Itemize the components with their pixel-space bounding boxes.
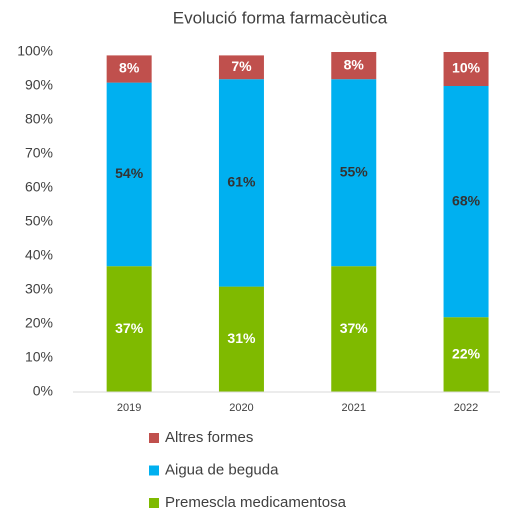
bar-segment [218,79,264,287]
bar-segment [106,55,152,83]
bar-segment [218,55,264,80]
legend-swatch [149,498,159,508]
y-tick-label: 60% [25,179,53,195]
y-tick-label: 100% [17,43,53,59]
data-label: 37% [340,320,369,336]
x-tick-label: 2022 [454,402,478,414]
x-tick-label: 2020 [229,402,253,414]
data-label: 55% [340,163,369,179]
data-label: 54% [115,165,144,181]
y-tick-label: 30% [25,281,53,297]
y-tick-label: 70% [25,145,53,161]
data-label: 61% [227,174,256,190]
legend-label: Aigua de beguda [165,461,279,478]
data-label: 7% [231,58,252,74]
bar-segment [443,86,489,318]
legend-label: Premescla medicamentosa [165,494,347,511]
legend-swatch [149,465,159,476]
y-tick-label: 80% [25,111,53,127]
chart-title: Evolució forma farmacèutica [173,8,388,27]
data-label: 31% [227,330,256,346]
data-label: 68% [452,192,481,208]
x-tick-label: 2019 [117,402,141,414]
data-label: 22% [452,345,481,361]
data-label: 10% [452,60,481,76]
y-tick-label: 50% [25,213,53,229]
y-tick-label: 90% [25,77,53,93]
data-label: 8% [119,60,140,76]
legend-swatch [149,433,159,443]
bar-segment [443,317,489,392]
bar-segment [331,52,377,80]
data-label: 8% [344,56,365,72]
bar-segment [331,266,377,392]
y-tick-label: 40% [25,247,53,263]
x-tick-label: 2021 [342,402,366,414]
bar-segment [331,79,377,267]
bar-segment [443,52,489,86]
legend-label: Altres formes [165,429,253,446]
y-tick-label: 10% [25,349,53,365]
y-tick-label: 0% [33,383,53,399]
y-tick-label: 20% [25,315,53,331]
bar-segment [106,266,152,392]
data-label: 37% [115,320,144,336]
bar-segment [218,286,264,392]
bar-segment [106,82,152,267]
